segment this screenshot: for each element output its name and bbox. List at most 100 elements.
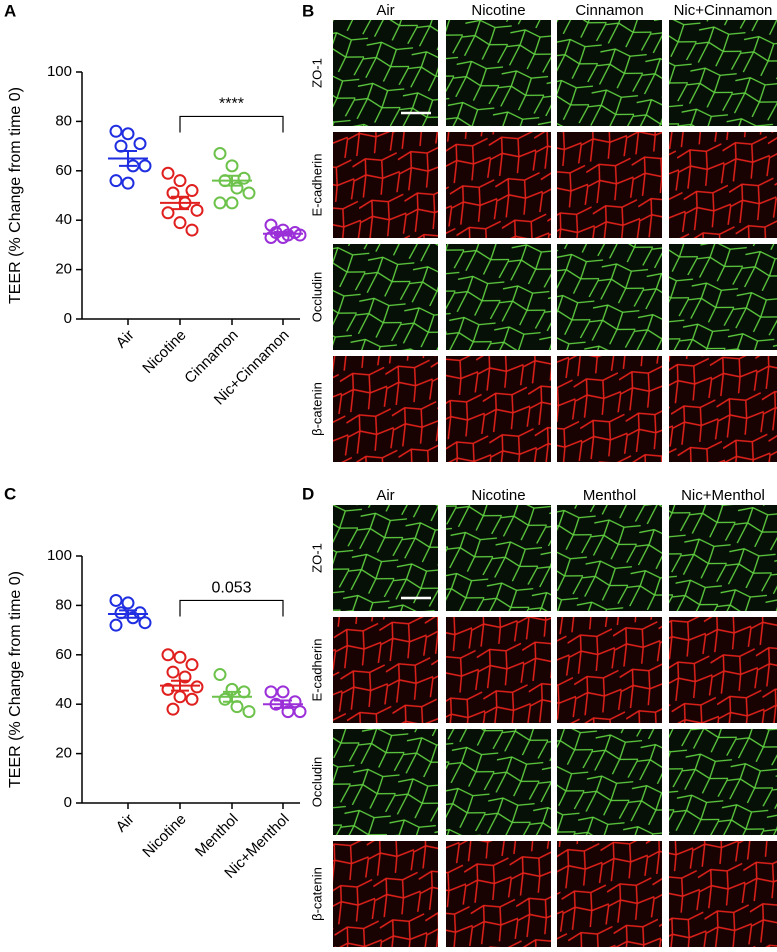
data-point xyxy=(190,203,204,217)
data-point xyxy=(213,147,227,161)
micrograph xyxy=(557,20,662,126)
panel-label: D xyxy=(302,484,314,503)
data-point xyxy=(161,682,175,696)
data-point xyxy=(276,685,290,699)
column-header: Air xyxy=(376,2,394,19)
column-header: Menthol xyxy=(583,487,636,504)
y-tick-label: 20 xyxy=(55,745,72,762)
data-point xyxy=(173,174,187,188)
row-label: E-cadherin xyxy=(309,154,324,217)
y-tick-label: 100 xyxy=(47,547,72,564)
x-tick-label: Air xyxy=(113,327,138,352)
y-tick-label: 80 xyxy=(55,112,72,129)
micrograph xyxy=(557,505,662,611)
micrograph xyxy=(333,20,438,126)
micrograph xyxy=(669,729,777,835)
row-label: ZO-1 xyxy=(309,58,324,88)
x-tick-label: Nicotine xyxy=(139,811,189,861)
y-axis-label: TEER (% Change from time 0) xyxy=(7,571,24,788)
micrograph xyxy=(669,244,777,350)
micrograph xyxy=(446,244,551,350)
row-label: β-catenin xyxy=(309,867,324,921)
x-tick-label: Air xyxy=(113,811,138,836)
data-point xyxy=(230,181,244,195)
y-tick-label: 80 xyxy=(55,596,72,613)
micrograph xyxy=(557,841,662,947)
micrograph xyxy=(446,841,551,947)
data-point xyxy=(109,174,123,188)
y-tick-label: 60 xyxy=(55,162,72,179)
data-point xyxy=(121,127,135,141)
data-point xyxy=(293,228,307,242)
data-point xyxy=(293,705,307,719)
data-point xyxy=(225,196,239,210)
data-point xyxy=(138,616,152,630)
micrograph xyxy=(446,132,551,238)
data-point xyxy=(161,166,175,180)
micrograph xyxy=(446,729,551,835)
data-point xyxy=(114,606,128,620)
column-header: Nic+Cinnamon xyxy=(674,2,773,19)
data-point xyxy=(225,159,239,173)
column-header: Cinnamon xyxy=(575,2,643,19)
micrograph xyxy=(557,729,662,835)
data-point xyxy=(218,692,232,706)
data-point xyxy=(185,692,199,706)
data-point xyxy=(166,186,180,200)
panel-label: C xyxy=(4,484,16,503)
micrograph xyxy=(557,132,662,238)
micrograph xyxy=(669,617,777,723)
micrograph xyxy=(446,617,551,723)
data-point xyxy=(166,665,180,679)
data-point xyxy=(121,596,135,610)
y-tick-label: 20 xyxy=(55,261,72,278)
data-point xyxy=(237,171,251,185)
y-axis-label: TEER (% Change from time 0) xyxy=(7,87,24,304)
data-point xyxy=(185,223,199,237)
column-header: Nicotine xyxy=(471,487,525,504)
y-tick-label: 40 xyxy=(55,211,72,228)
data-point xyxy=(109,124,123,138)
micrograph xyxy=(557,617,662,723)
data-point xyxy=(109,618,123,632)
data-point xyxy=(109,593,123,607)
micrograph xyxy=(333,617,438,723)
micrograph xyxy=(446,356,551,462)
micrograph xyxy=(333,244,438,350)
data-point xyxy=(161,206,175,220)
panel-label: B xyxy=(302,1,314,20)
column-header: Nic+Menthol xyxy=(681,487,765,504)
data-point xyxy=(114,139,128,153)
micrograph xyxy=(557,356,662,462)
y-tick-label: 40 xyxy=(55,695,72,712)
significance-bracket xyxy=(179,115,284,133)
data-point xyxy=(173,216,187,230)
data-point xyxy=(138,159,152,173)
data-point xyxy=(190,680,204,694)
data-point xyxy=(242,705,256,719)
data-point xyxy=(213,668,227,682)
row-label: Occludin xyxy=(309,757,324,808)
row-label: ZO-1 xyxy=(309,543,324,573)
micrograph xyxy=(669,505,777,611)
micrograph xyxy=(333,841,438,947)
row-label: β-catenin xyxy=(309,382,324,436)
significance-bracket xyxy=(179,599,284,617)
micrograph xyxy=(669,132,777,238)
y-tick-label: 0 xyxy=(64,310,72,327)
micrograph xyxy=(333,132,438,238)
micrograph xyxy=(446,505,551,611)
data-point xyxy=(213,196,227,210)
y-tick-label: 60 xyxy=(55,646,72,663)
micrograph xyxy=(333,729,438,835)
panel-label: A xyxy=(4,1,16,20)
row-label: E-cadherin xyxy=(309,639,324,702)
micrograph xyxy=(333,505,438,611)
data-point xyxy=(121,176,135,190)
data-point xyxy=(288,695,302,709)
column-header: Nicotine xyxy=(471,2,525,19)
data-point xyxy=(133,137,147,151)
annotation: **** xyxy=(219,96,244,113)
micrograph xyxy=(446,20,551,126)
